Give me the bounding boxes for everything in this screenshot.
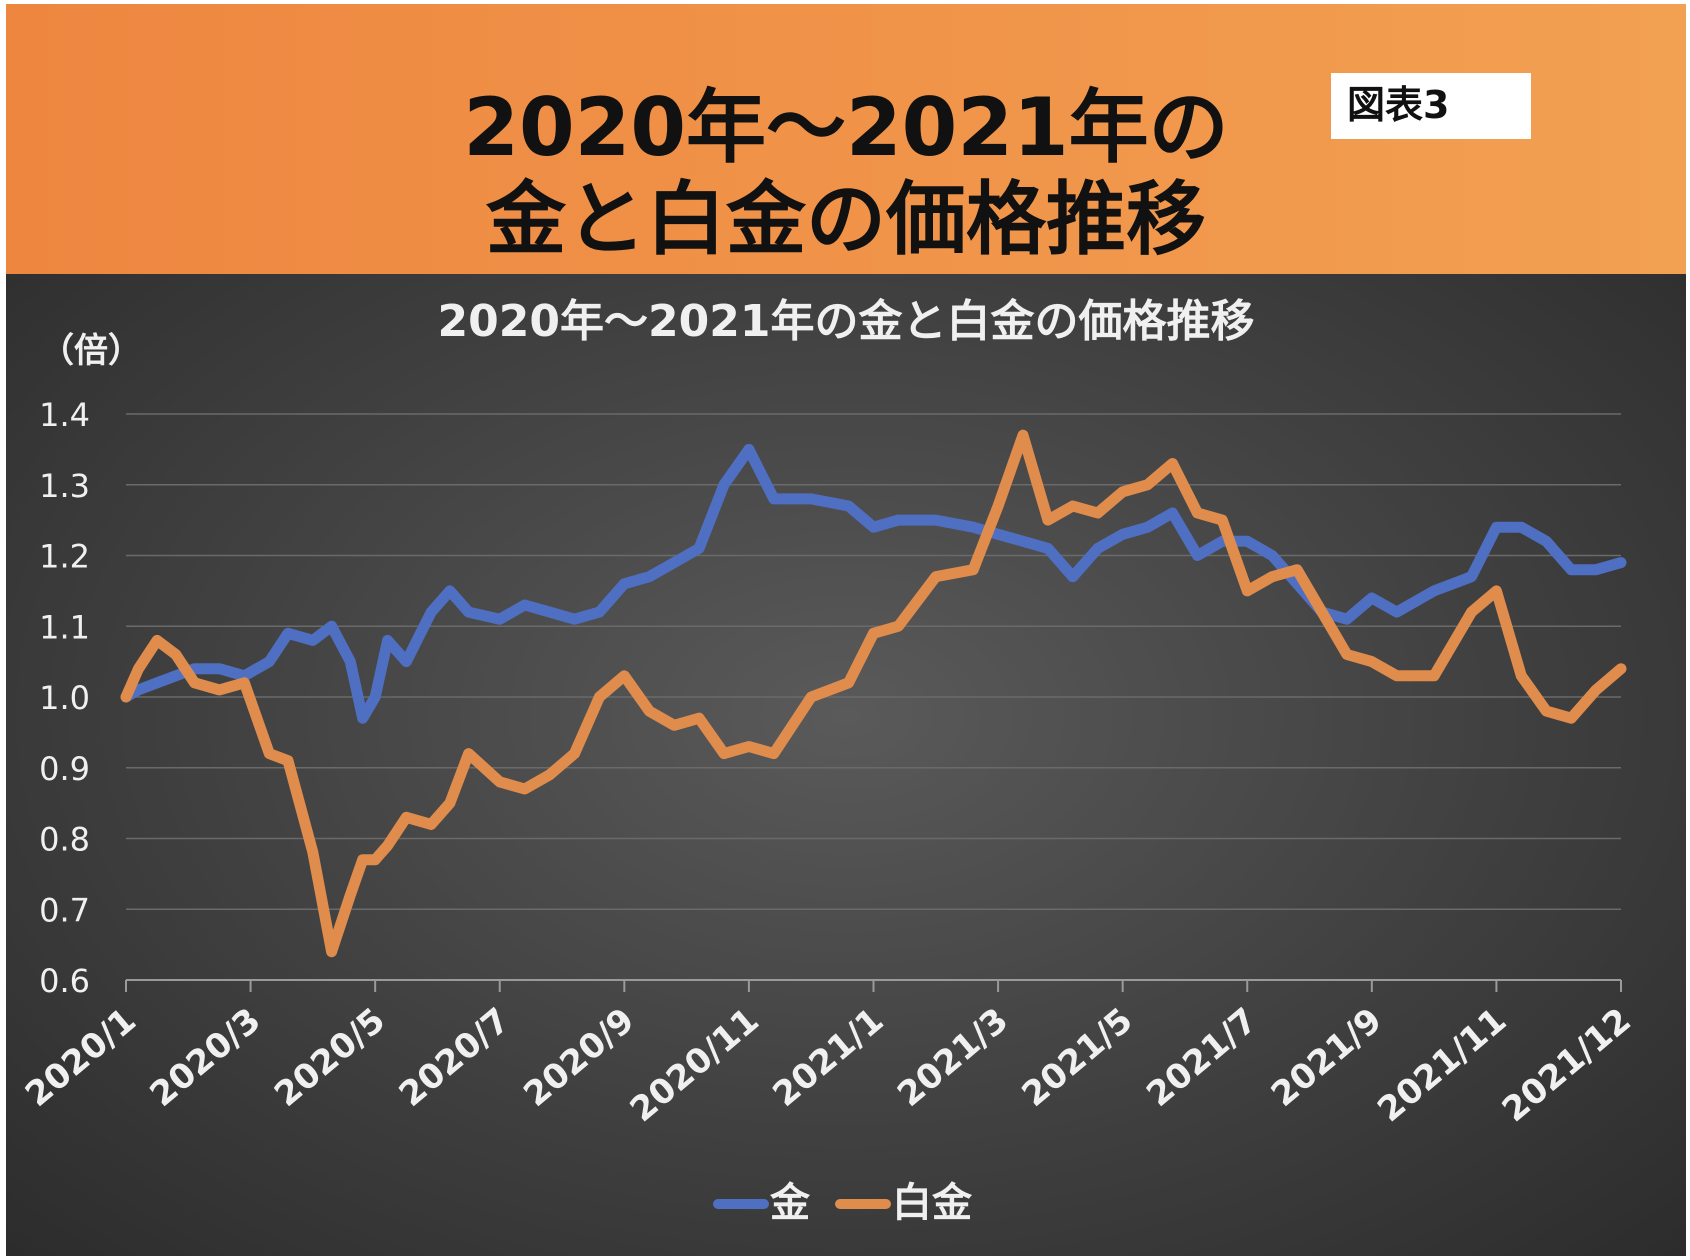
legend-label: 白金 <box>892 1180 973 1226</box>
chart-panel: 2020年～2021年の金と白金の価格推移 （倍） 0.6 0.7 0.8 0.9 1.… <box>6 274 1686 1256</box>
x-tick-label: 2021/7 <box>1139 1000 1265 1115</box>
y-axis-ticks: 0.6 0.7 0.8 0.9 1.0 1.1 1.2 1.3 1.4 <box>39 396 90 1000</box>
y-tick-label: 0.8 <box>39 821 90 859</box>
x-tick-label: 2020/3 <box>143 1000 269 1115</box>
y-axis-unit-label: （倍） <box>40 331 142 371</box>
y-tick-label: 0.7 <box>39 891 90 929</box>
x-tick-label: 2021/3 <box>890 1000 1016 1115</box>
series-line-platinum <box>120 429 1627 958</box>
series-lines <box>120 429 1627 958</box>
header-band: 2020年〜2021年の 金と白金の価格推移 図表3 <box>6 4 1686 274</box>
x-axis-ticks: 2020/12020/32020/52020/72020/92020/11202… <box>18 980 1639 1130</box>
series-line-gold <box>120 443 1627 724</box>
line-chart: 2020年～2021年の金と白金の価格推移 （倍） 0.6 0.7 0.8 0.9 1.… <box>18 296 1639 1226</box>
x-tick-label: 2020/5 <box>267 1000 393 1115</box>
y-tick-label: 1.3 <box>39 467 90 505</box>
y-tick-label: 0.6 <box>39 962 90 1000</box>
x-tick-label: 2020/7 <box>392 1000 518 1115</box>
x-tick-label: 2021/11 <box>1370 1000 1514 1130</box>
page-title-line1: 2020年〜2021年の <box>463 81 1229 174</box>
x-tick-label: 2021/12 <box>1495 1000 1639 1130</box>
x-tick-label: 2021/5 <box>1015 1000 1141 1115</box>
x-tick-label: 2020/11 <box>623 1000 767 1130</box>
x-tick-label: 2020/9 <box>516 1000 642 1115</box>
legend-label: 金 <box>769 1180 811 1226</box>
x-tick-label: 2021/1 <box>765 1000 891 1115</box>
y-tick-label: 0.9 <box>39 750 90 788</box>
legend: 金 白金 <box>713 1180 973 1226</box>
slide: 2020年〜2021年の 金と白金の価格推移 図表3 2020年～2021年の金… <box>6 4 1686 1256</box>
figure-badge: 図表3 <box>1331 73 1531 139</box>
x-tick-label: 2020/1 <box>18 1000 144 1115</box>
y-tick-label: 1.0 <box>39 679 90 717</box>
page-title-line2: 金と白金の価格推移 <box>486 173 1206 266</box>
y-tick-label: 1.2 <box>39 538 90 576</box>
y-tick-label: 1.1 <box>39 608 90 646</box>
x-tick-label: 2021/9 <box>1264 1000 1390 1115</box>
page-title: 2020年〜2021年の 金と白金の価格推移 <box>346 82 1346 266</box>
y-tick-label: 1.4 <box>39 396 90 434</box>
chart-title: 2020年～2021年の金と白金の価格推移 <box>438 296 1255 347</box>
